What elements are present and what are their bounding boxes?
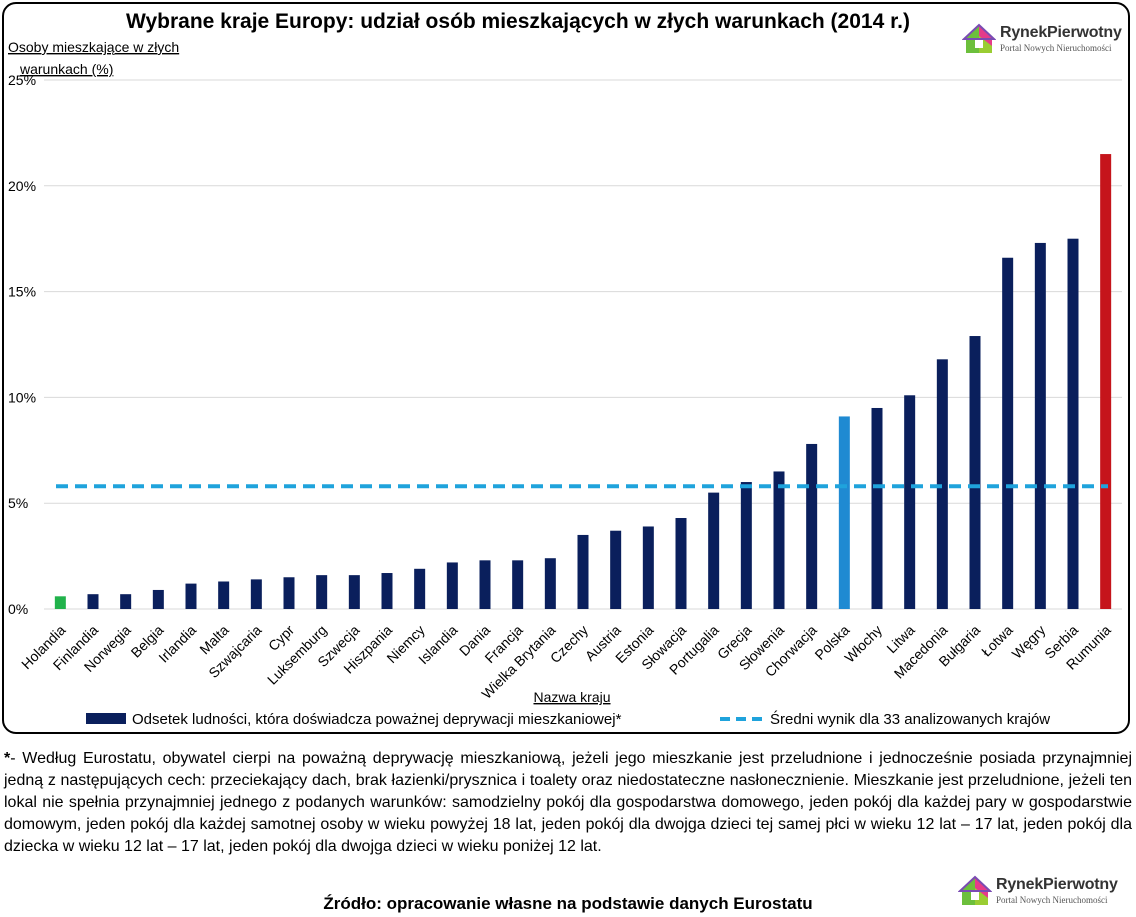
footnote: *- Według Eurostatu, obywatel cierpi na …: [4, 748, 1132, 858]
bar: [1034, 242, 1046, 609]
logo-bottom: RynekPierwotny Portal Nowych Nieruchomoś…: [958, 874, 1118, 908]
x-tick-label: Włochy: [841, 622, 885, 666]
bar: [446, 562, 458, 609]
chart: Wybrane kraje Europy: udział osób mieszk…: [8, 10, 1122, 728]
bar: [642, 526, 654, 609]
bar: [381, 573, 393, 609]
x-tick-label: Węgry: [1009, 622, 1049, 662]
logo-tagline: Portal Nowych Nieruchomości: [1000, 43, 1112, 53]
y-axis-label: Osoby mieszkające w złych warunkach (%): [8, 39, 179, 77]
bar: [838, 416, 850, 609]
y-axis-label-line: Osoby mieszkające w złych: [8, 39, 179, 55]
footnote-marker: *: [4, 750, 11, 767]
bar: [316, 575, 328, 609]
house-logo-icon: [958, 875, 992, 905]
bar: [675, 518, 687, 609]
y-tick-label: 10%: [8, 389, 36, 405]
bar: [87, 594, 99, 609]
y-tick-label: 20%: [8, 178, 36, 194]
bar: [1100, 154, 1112, 609]
gridlines: [44, 79, 1122, 610]
bar: [479, 560, 491, 609]
bar: [185, 583, 197, 609]
x-tick-label: Irlandia: [155, 622, 199, 666]
y-tick-label: 15%: [8, 284, 36, 300]
bars: [54, 154, 1112, 609]
y-tick-label: 0%: [8, 601, 28, 617]
bar: [577, 534, 589, 609]
bar: [708, 492, 720, 609]
y-axis-label-line: warunkach (%): [19, 61, 113, 77]
bar: [512, 560, 524, 609]
bar: [871, 407, 883, 609]
bar: [1067, 238, 1079, 609]
legend-line-label: Średni wynik dla 33 analizowanych krajów: [770, 710, 1050, 728]
bar: [936, 359, 948, 609]
source-note: Źródło: opracowanie własne na podstawie …: [323, 894, 813, 913]
bar: [740, 482, 752, 609]
x-tick-label: Łotwa: [978, 622, 1016, 660]
bar: [250, 579, 262, 609]
bar: [54, 596, 66, 609]
bar: [152, 589, 164, 609]
logo-name-a: Rynek: [1000, 24, 1048, 41]
bar: [969, 336, 981, 609]
bar: [120, 594, 132, 609]
logo-name-b: Pierwotny: [1043, 876, 1118, 893]
legend-bar-label: Odsetek ludności, która doświadcza poważ…: [132, 711, 622, 728]
bar: [610, 530, 622, 609]
footnote-text: - Według Eurostatu, obywatel cierpi na p…: [4, 750, 1132, 855]
bar: [544, 558, 556, 609]
x-axis-label: Nazwa kraju: [533, 689, 610, 705]
legend: Odsetek ludności, która doświadcza poważ…: [86, 710, 1050, 728]
y-tick-label: 5%: [8, 495, 28, 511]
bar: [218, 581, 230, 609]
logo-name-a: Rynek: [996, 876, 1044, 893]
chart-title: Wybrane kraje Europy: udział osób mieszk…: [126, 10, 910, 33]
y-tick-label: 25%: [8, 72, 36, 88]
logo-name-b: Pierwotny: [1047, 24, 1122, 41]
bar: [1002, 257, 1014, 609]
bar: [773, 471, 785, 609]
logo-top: RynekPierwotny Portal Nowych Nieruchomoś…: [962, 22, 1122, 56]
bar: [283, 577, 295, 609]
bar: [904, 395, 916, 609]
house-logo-icon: [962, 23, 996, 53]
legend-bar-swatch: [86, 713, 126, 724]
logo-tagline: Portal Nowych Nieruchomości: [996, 895, 1108, 905]
bar: [806, 443, 818, 609]
bar: [414, 568, 426, 609]
y-axis-ticks: 0% 5% 10% 15% 20% 25%: [8, 72, 36, 617]
bar: [348, 575, 360, 609]
